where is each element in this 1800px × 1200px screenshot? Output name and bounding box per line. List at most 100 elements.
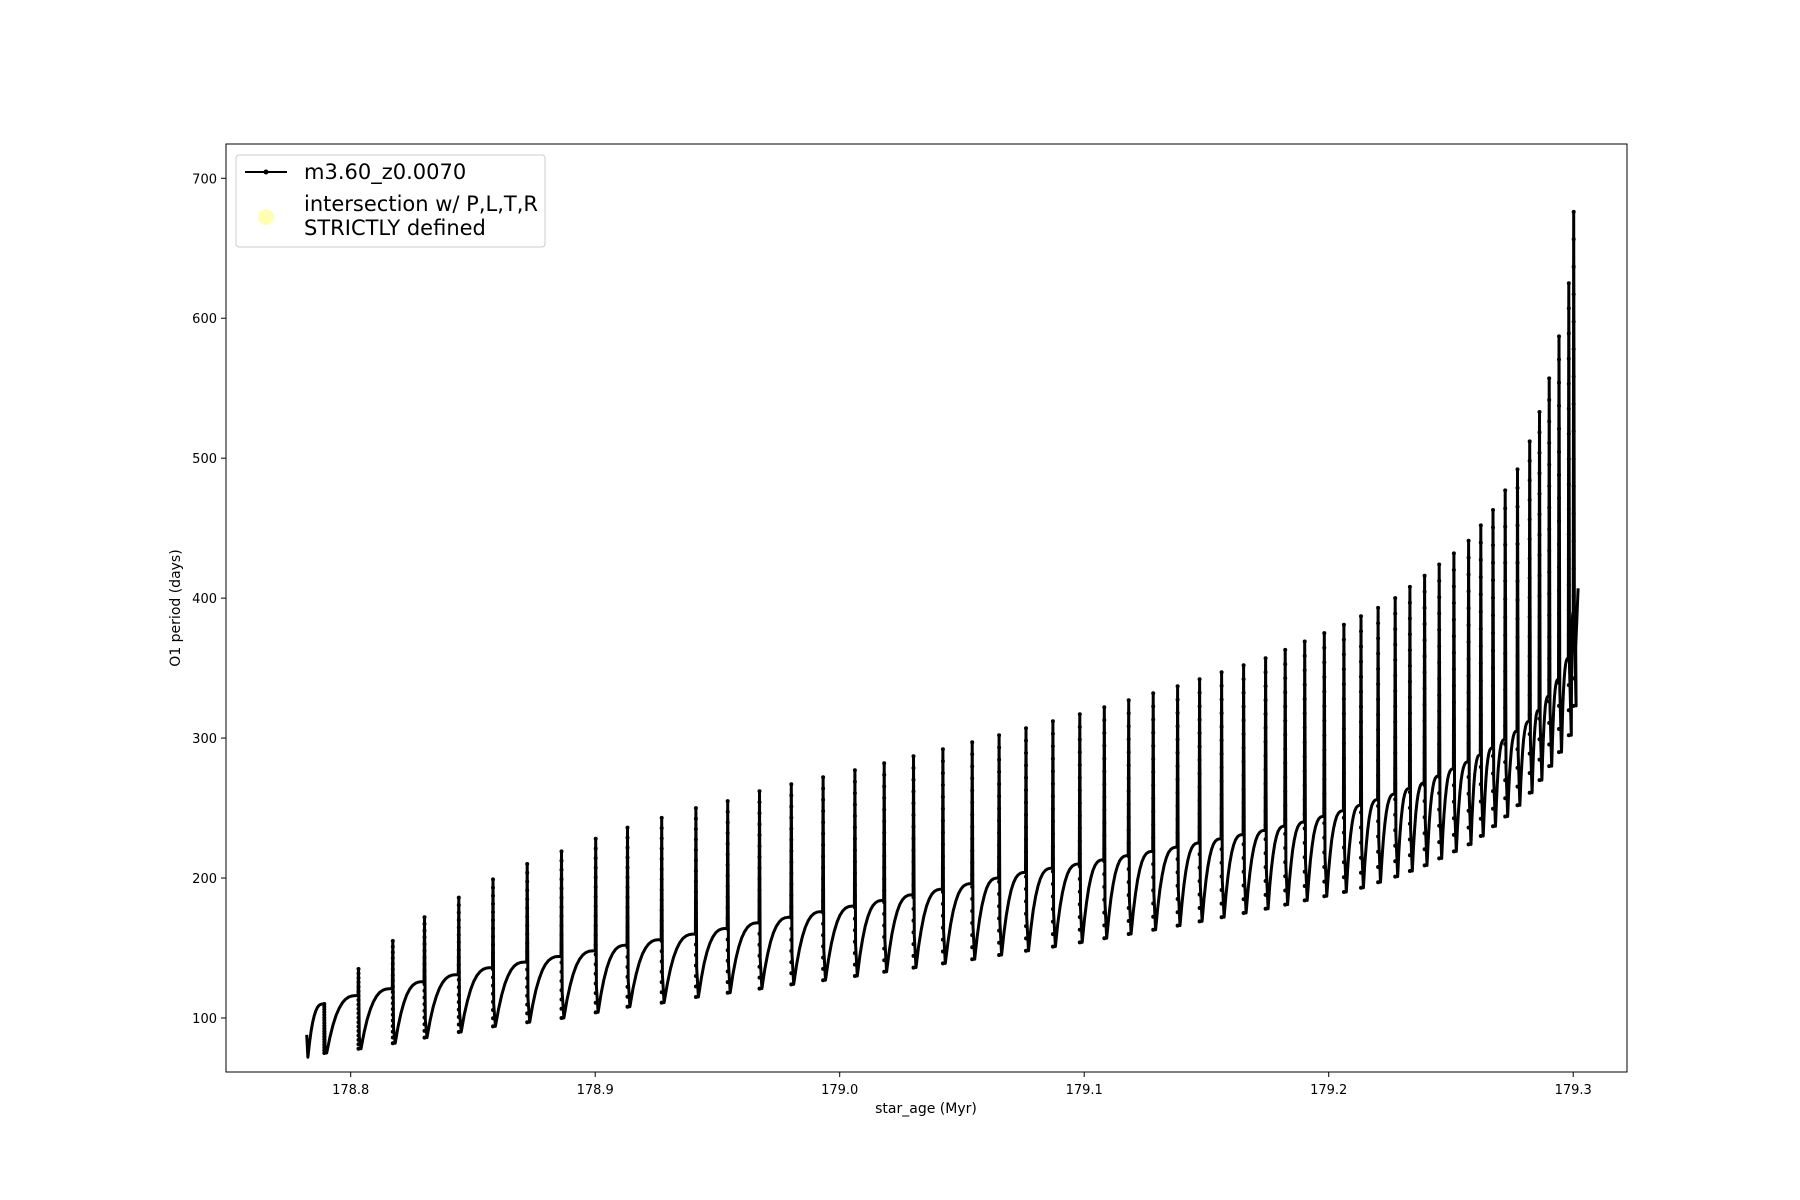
series-point bbox=[1151, 796, 1156, 801]
series-point bbox=[940, 937, 945, 942]
series-point bbox=[789, 926, 794, 931]
series-point bbox=[1077, 775, 1082, 780]
series-point bbox=[1175, 817, 1180, 822]
series-point bbox=[1151, 888, 1156, 893]
series-point bbox=[422, 995, 427, 1000]
series-point bbox=[725, 905, 730, 910]
series-point bbox=[852, 848, 857, 853]
series-point bbox=[1503, 687, 1508, 692]
series-point bbox=[1566, 683, 1571, 688]
series-point bbox=[525, 1011, 530, 1016]
series-point bbox=[659, 815, 664, 820]
series-point bbox=[1077, 940, 1082, 945]
series-point bbox=[970, 957, 975, 962]
series-point bbox=[1241, 869, 1246, 874]
series-point bbox=[1219, 833, 1224, 838]
series-point bbox=[1527, 615, 1532, 619]
series-point bbox=[1322, 718, 1327, 723]
series-point bbox=[1241, 787, 1246, 792]
series-point bbox=[1024, 726, 1028, 731]
series-point bbox=[1503, 723, 1508, 728]
series-point bbox=[1566, 708, 1571, 713]
series-point bbox=[1126, 750, 1131, 755]
series-point bbox=[1263, 753, 1268, 758]
series-point bbox=[1241, 745, 1246, 750]
series-point bbox=[693, 879, 698, 884]
series-point bbox=[1566, 306, 1571, 311]
series-point bbox=[1151, 691, 1156, 696]
legend-box bbox=[235, 154, 546, 248]
series-point bbox=[1407, 711, 1412, 716]
series-point bbox=[1437, 774, 1442, 779]
series-point bbox=[1102, 743, 1107, 748]
series-point bbox=[625, 855, 630, 860]
series-point bbox=[1241, 842, 1246, 847]
series-point bbox=[1219, 806, 1224, 811]
series-point bbox=[1491, 525, 1495, 530]
series-point bbox=[1126, 854, 1131, 859]
series-point bbox=[1422, 622, 1427, 626]
series-point bbox=[1151, 743, 1156, 748]
series-point bbox=[1537, 757, 1542, 762]
series-point bbox=[1515, 691, 1520, 696]
series-point bbox=[1451, 717, 1456, 721]
series-point bbox=[1407, 742, 1412, 747]
series-point bbox=[1407, 600, 1412, 605]
series-point bbox=[625, 875, 630, 880]
series-point bbox=[1197, 717, 1202, 722]
series-point bbox=[911, 942, 916, 947]
series-point bbox=[1151, 875, 1156, 880]
series-point bbox=[789, 971, 794, 976]
series-point bbox=[725, 884, 730, 889]
series-point bbox=[659, 949, 664, 954]
series-point bbox=[456, 895, 461, 900]
series-point bbox=[789, 860, 794, 865]
series-point bbox=[1376, 727, 1381, 732]
series-point bbox=[1359, 644, 1363, 649]
series-point bbox=[422, 1035, 427, 1040]
series-point bbox=[1557, 703, 1561, 708]
series-point bbox=[1478, 557, 1483, 562]
series-point bbox=[1547, 634, 1552, 639]
series-point bbox=[1302, 826, 1307, 831]
series-point bbox=[882, 854, 887, 858]
series-point bbox=[693, 890, 698, 894]
series-point bbox=[1527, 497, 1532, 502]
series-point bbox=[1219, 711, 1224, 716]
series-point bbox=[821, 899, 826, 904]
series-point bbox=[1126, 919, 1131, 923]
series-point bbox=[1503, 524, 1508, 529]
series-point bbox=[1359, 614, 1363, 619]
series-point bbox=[1263, 739, 1268, 744]
series-point bbox=[1503, 597, 1508, 602]
series-point bbox=[1537, 778, 1542, 783]
series-point bbox=[1547, 591, 1552, 596]
series-point bbox=[559, 858, 564, 863]
series-point bbox=[1466, 825, 1471, 830]
series-point bbox=[1359, 674, 1363, 679]
series-point bbox=[1527, 537, 1532, 541]
series-point bbox=[593, 885, 598, 889]
series-point bbox=[525, 862, 530, 866]
series-point bbox=[693, 837, 698, 842]
series-point bbox=[491, 926, 495, 931]
series-point bbox=[525, 941, 530, 946]
series-point bbox=[1241, 663, 1246, 668]
series-point bbox=[1322, 806, 1327, 811]
series-point bbox=[1302, 740, 1307, 745]
series-point bbox=[625, 835, 630, 840]
series-point bbox=[1437, 823, 1442, 828]
series-point bbox=[852, 928, 857, 933]
series-point bbox=[1376, 666, 1381, 671]
series-point bbox=[1407, 805, 1412, 810]
series-point bbox=[1478, 747, 1483, 752]
series-point bbox=[1571, 703, 1576, 708]
series-point bbox=[911, 895, 916, 900]
series-point bbox=[821, 854, 826, 859]
series-point bbox=[1478, 592, 1483, 597]
series-point bbox=[322, 1037, 327, 1042]
series-point bbox=[491, 942, 495, 947]
series-point bbox=[1283, 775, 1288, 780]
series-point bbox=[491, 959, 495, 964]
series-point bbox=[882, 935, 887, 939]
